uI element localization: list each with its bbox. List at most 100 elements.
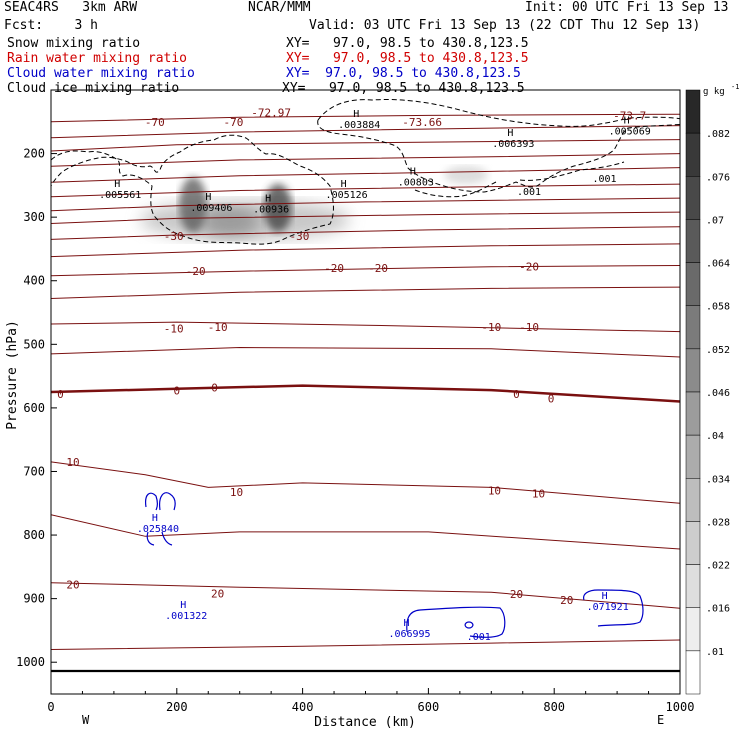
field-name-cloud-water: Cloud water mixing ratio: [7, 66, 195, 81]
colorbar-swatch: [685, 262, 701, 306]
isotherm: [51, 514, 680, 550]
snow-max-marker: H: [341, 179, 347, 190]
isotherm: [51, 211, 680, 224]
colorbar-label: .028: [706, 517, 730, 528]
temperature-label: -20: [324, 262, 344, 275]
snow-max-value: .005126: [326, 190, 368, 201]
snow-max-marker: H: [265, 194, 271, 205]
colorbar-swatch: [685, 89, 701, 134]
ice-max-value: .00803: [398, 177, 434, 188]
ice-max-value: .001: [592, 174, 616, 185]
y-tick-label: 600: [23, 401, 45, 415]
temperature-label: -73.66: [402, 116, 442, 129]
isotherm: [51, 639, 680, 650]
x-axis-label: Distance (km): [314, 715, 416, 730]
ice-contour: [317, 99, 680, 127]
ice-max-marker: H: [353, 109, 359, 120]
cloud-ice-contours: [51, 99, 680, 245]
colorbar-swatch: [685, 348, 701, 393]
colorbar-swatch: [685, 650, 701, 695]
cloud-water-max-marker: H: [152, 513, 158, 524]
temperature-label: 0: [173, 385, 180, 398]
org-label: NCAR/MMM: [248, 0, 311, 15]
ice-contour: [51, 134, 334, 245]
temperature-label: -10: [208, 321, 228, 334]
east-label: E: [657, 713, 664, 727]
colorbar-label: .07: [706, 215, 724, 226]
ice-contour: [519, 161, 625, 181]
ice-max-value: .006393: [492, 139, 534, 150]
temperature-label: -10: [164, 322, 184, 335]
valid-time: Valid: 03 UTC Fri 13 Sep 13 (22 CDT Thu …: [309, 18, 701, 33]
temperature-label: 20: [211, 588, 224, 601]
temperature-label: -30: [290, 230, 310, 243]
model-title: SEAC4RS 3km ARW: [4, 0, 138, 15]
temperature-label: 20: [510, 588, 523, 601]
temperature-label: -20: [186, 265, 206, 278]
cloud-water-contour: [464, 621, 474, 629]
temperature-label: 10: [488, 485, 501, 498]
snow-shade-blob: [200, 206, 260, 238]
colorbar-label: .076: [706, 172, 730, 183]
field-maxima-labels: H.005561 H.009406H.00936H.005126H.003884H…: [99, 109, 651, 643]
y-tick-label: 900: [23, 592, 45, 606]
colorbar-swatch: [685, 607, 701, 652]
cloud-water-max-marker: H: [180, 600, 186, 611]
colorbar-label: .082: [706, 129, 730, 140]
isotherm: [51, 321, 680, 333]
field-name-rain: Rain water mixing ratio: [7, 51, 188, 66]
colorbar-swatch: [685, 219, 701, 263]
x-axis: 0 200 400 600 800 1000: [47, 688, 694, 714]
field-xy-cloud-water: XY= 97.0, 98.5 to 430.8,123.5: [286, 66, 521, 81]
y-axis: 200 300 400 500 600 700 800 900 1000: [16, 147, 57, 669]
colorbar-label: .046: [706, 388, 730, 399]
temperature-label: -70: [223, 116, 243, 129]
isotherm: [51, 346, 680, 358]
field-xy-snow: XY= 97.0, 98.5 to 430.8,123.5: [286, 36, 529, 51]
snow-max-value: .009406: [190, 203, 232, 214]
cloud-water-max-value: .001322: [165, 611, 207, 622]
isotherm: [51, 226, 680, 240]
field-xy-cloud-ice: XY= 97.0, 98.5 to 430.8,123.5: [282, 81, 525, 96]
init-time: Init: 00 UTC Fri 13 Sep 13: [525, 0, 729, 15]
temperature-label: 10: [66, 456, 79, 469]
freezing-level-contour: [51, 384, 680, 403]
ice-max-value: .003884: [338, 120, 380, 131]
colorbar-unit-exponent: -1: [731, 83, 739, 91]
cloud-water-max-value: .001: [467, 632, 491, 643]
cloud-water-contour: [145, 492, 159, 511]
isotherm: [51, 461, 680, 504]
y-tick-label: 300: [23, 210, 45, 224]
y-tick-label: 700: [23, 464, 45, 478]
temperature-label: -72.97: [251, 106, 291, 119]
cloud-water-contour: [146, 531, 155, 546]
temperature-contours: [51, 113, 680, 650]
field-name-snow: Snow mixing ratio: [7, 36, 141, 51]
cloud-water-contour: [159, 492, 176, 511]
colorbar-label: .016: [706, 604, 730, 615]
x-tick-label: 600: [418, 700, 440, 714]
ice-max-marker: H: [507, 128, 513, 139]
isotherm: [51, 243, 680, 258]
field-xy-rain: XY= 97.0, 98.5 to 430.8,123.5: [286, 51, 529, 66]
colorbar-swatch: [685, 434, 701, 479]
snow-max-marker: H: [205, 192, 211, 203]
west-label: W: [82, 713, 90, 727]
ice-max-value: .001: [517, 187, 541, 198]
isotherm: [51, 197, 680, 212]
temperature-label: 0: [57, 388, 64, 401]
snow-shade-blob: [264, 184, 292, 232]
colorbar-label: .04: [706, 431, 724, 442]
y-tick-label: 800: [23, 528, 45, 542]
cloud-water-max-value: .071921: [587, 602, 629, 613]
colorbar-label: .022: [706, 561, 730, 572]
colorbar-label: .01: [706, 647, 724, 658]
colorbar-swatch: [685, 176, 701, 220]
temperature-label: 0: [513, 388, 520, 401]
isotherm: [51, 113, 680, 123]
x-tick-label: 1000: [666, 700, 695, 714]
isotherm: [51, 286, 680, 299]
temperature-label: 10: [532, 488, 545, 501]
x-tick-label: 200: [166, 700, 188, 714]
temperature-label: -20: [368, 262, 388, 275]
